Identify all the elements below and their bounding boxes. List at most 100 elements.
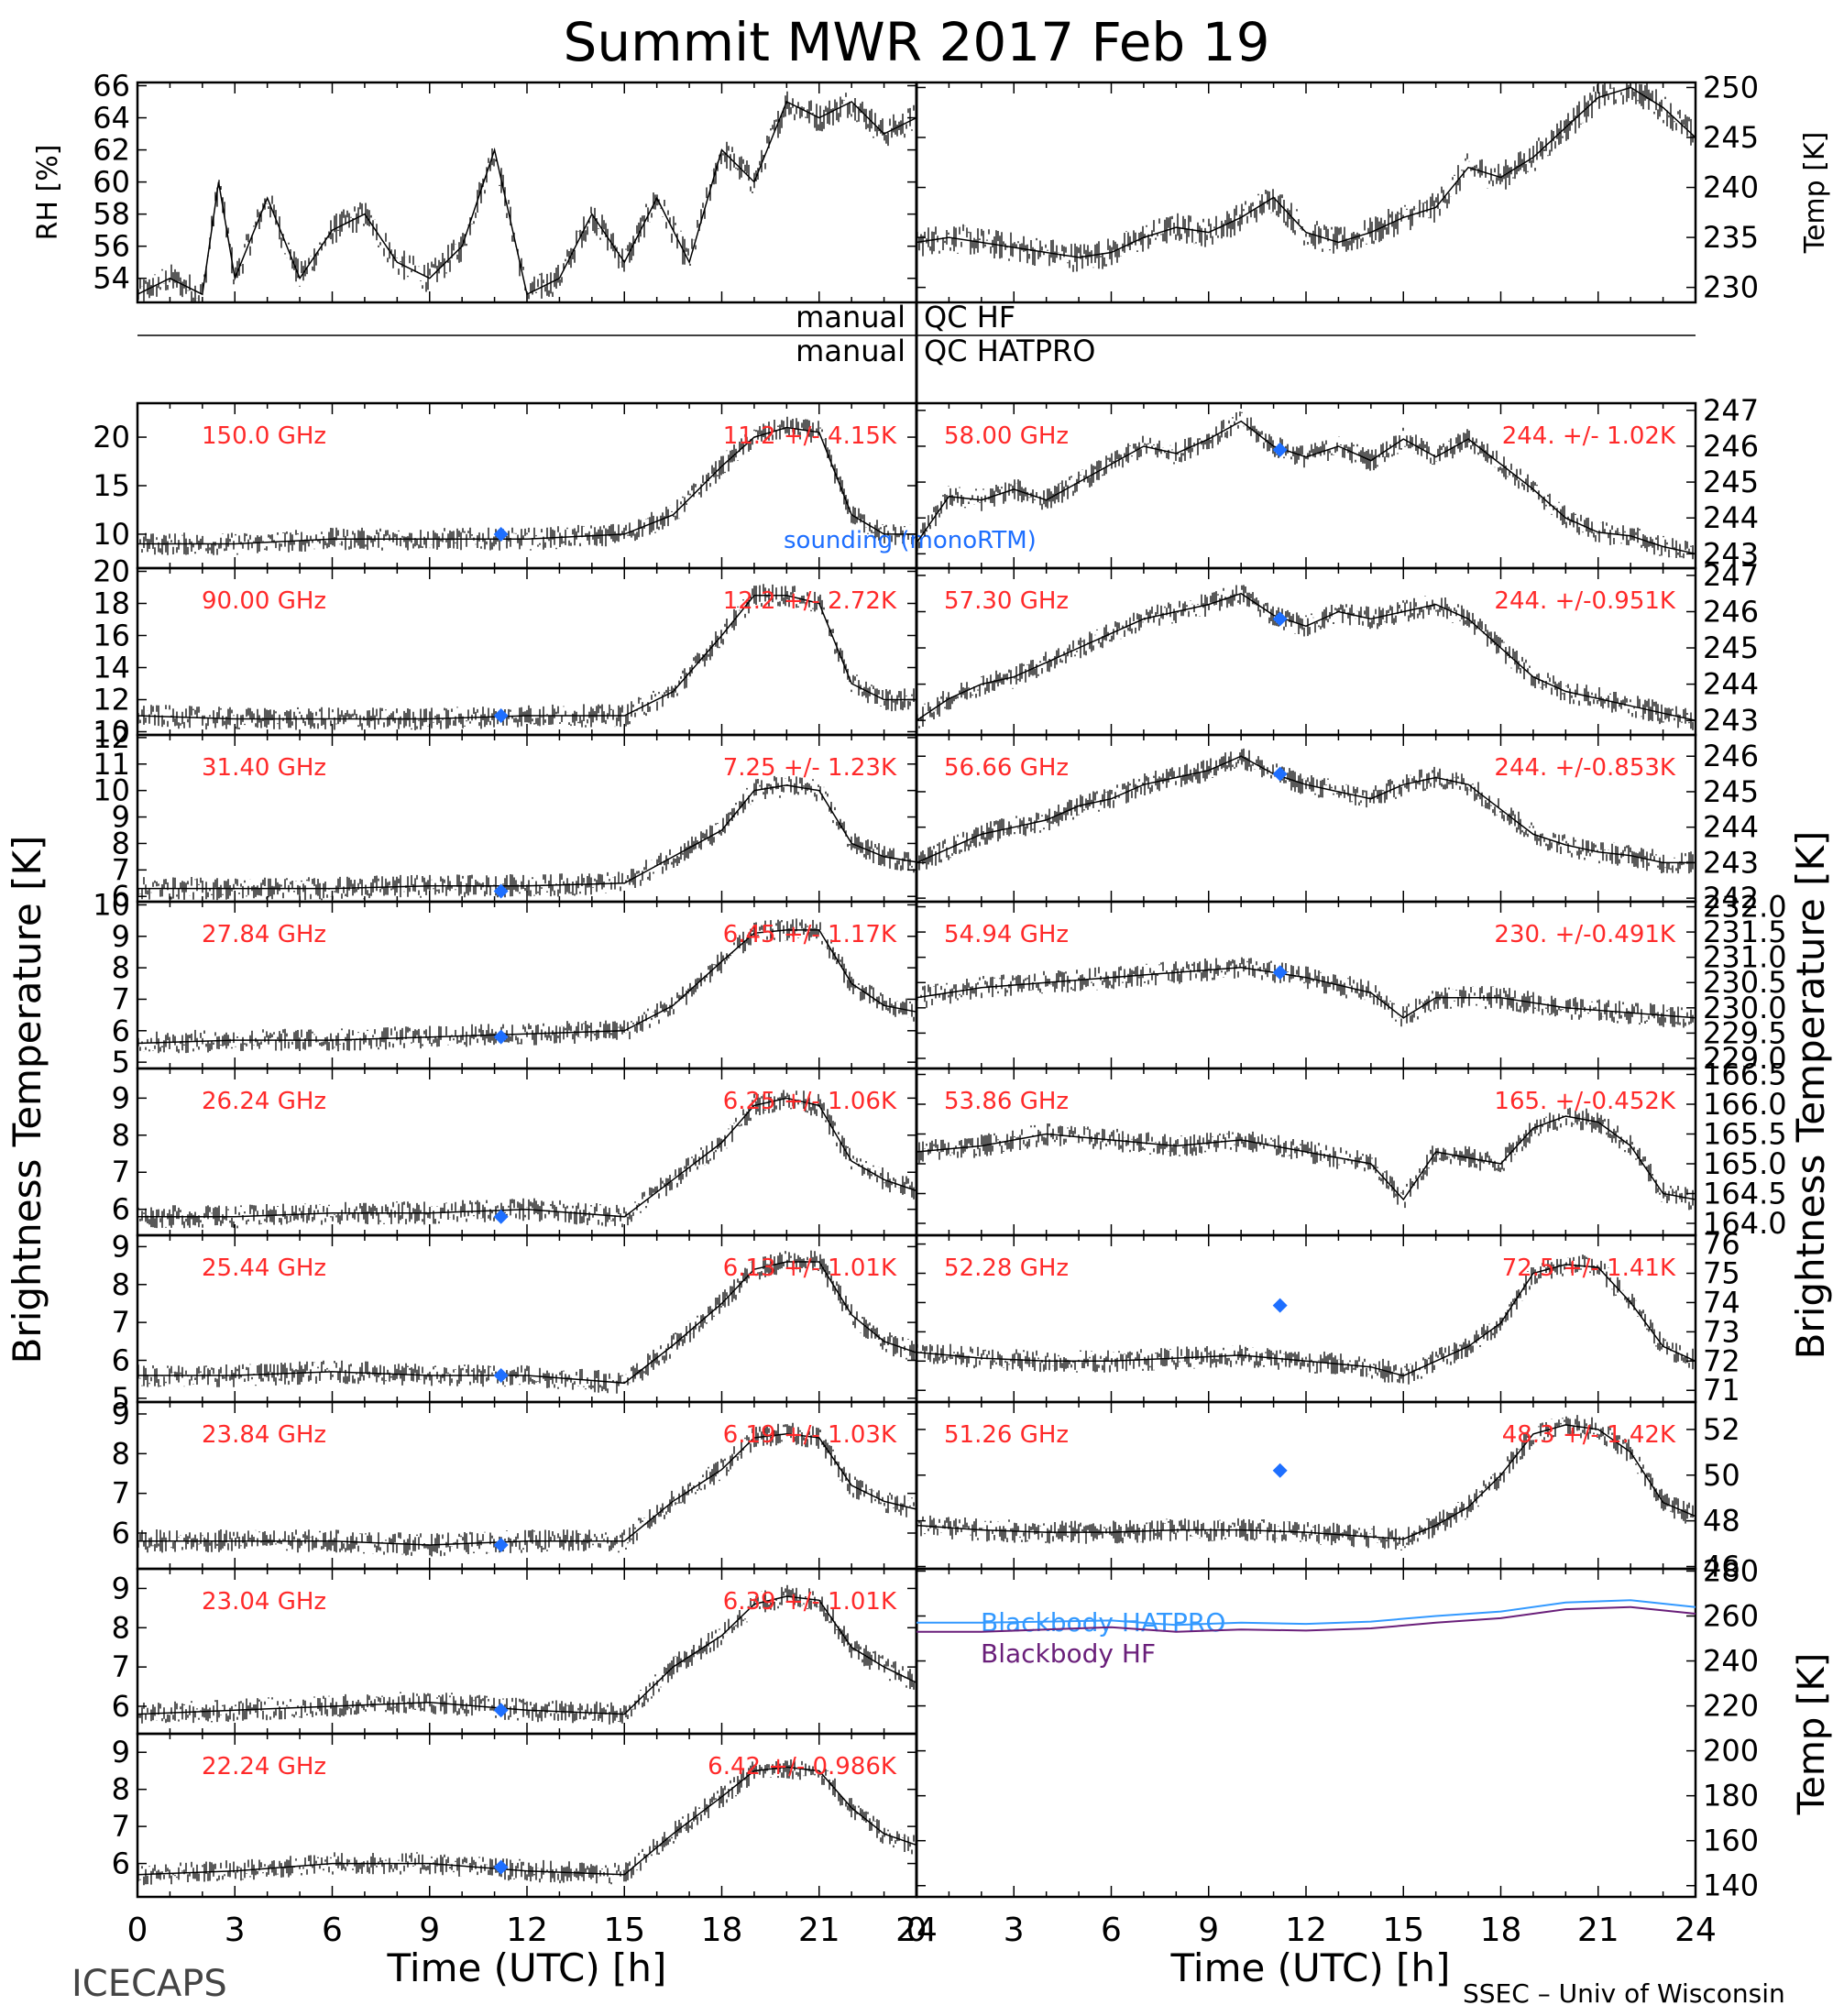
- footer-right: SSEC – Univ of Wisconsin: [1463, 1978, 1785, 2009]
- y-tick-label: 246: [1703, 429, 1759, 464]
- y-tick-label: 244: [1703, 810, 1759, 845]
- y-tick-label: 10: [93, 887, 130, 922]
- y-tick-label: 5: [112, 1045, 130, 1079]
- channel-stat: 48.3 +/- 1.42K: [1502, 1421, 1676, 1449]
- y-tick-label: 229.0: [1703, 1041, 1787, 1076]
- channel-stat: 6.19 +/- 1.03K: [723, 1421, 897, 1449]
- y-tick-label: 245: [1703, 465, 1759, 499]
- panel-ylabel: RH [%]: [32, 145, 64, 241]
- y-tick-label: 164.0: [1703, 1206, 1787, 1241]
- data-line: [916, 1424, 1696, 1540]
- x-tick-label: 3: [1004, 1912, 1025, 1949]
- x-tick-label: 15: [1382, 1912, 1424, 1949]
- y-tick-label: 8: [112, 1118, 130, 1153]
- y-tick-label: 7: [112, 1305, 130, 1340]
- y-tick-label: 20: [93, 420, 130, 455]
- x-tick-label: 6: [322, 1912, 343, 1949]
- left-ylabel: Brightness Temperature [K]: [5, 836, 49, 1364]
- sounding-marker: [493, 1209, 509, 1224]
- y-tick-label: 60: [93, 165, 130, 200]
- y-tick-label: 74: [1703, 1285, 1740, 1320]
- data-noise: [137, 1759, 915, 1886]
- y-tick-label: 16: [93, 619, 130, 653]
- y-tick-label: 15: [93, 468, 130, 503]
- y-tick-label: 8: [112, 1436, 130, 1471]
- y-tick-label: 246: [1703, 594, 1759, 629]
- y-tick-label: 245: [1703, 774, 1759, 809]
- x-tick-label: 12: [1285, 1912, 1327, 1949]
- y-tick-label: 12: [93, 683, 130, 718]
- y-tick-label: 9: [112, 1080, 130, 1115]
- y-tick-label: 166.0: [1703, 1087, 1787, 1122]
- y-tick-label: 64: [93, 101, 130, 136]
- x-tick-label: 15: [603, 1912, 645, 1949]
- sounding-marker: [493, 883, 509, 899]
- y-tick-label: 231.0: [1703, 940, 1787, 975]
- y-tick-label: 240: [1703, 1644, 1759, 1679]
- y-tick-label: 8: [112, 1267, 130, 1302]
- data-noise: [916, 1107, 1694, 1211]
- y-tick-label: 11: [93, 747, 130, 782]
- y-tick-label: 166.5: [1703, 1057, 1787, 1092]
- channel-stat: 244. +/-0.951K: [1494, 587, 1676, 615]
- data-line: [137, 100, 917, 296]
- y-tick-label: 76: [1703, 1227, 1740, 1262]
- footer-left: ICECAPS: [71, 1963, 227, 2005]
- y-tick-label: 244: [1703, 667, 1759, 702]
- sounding-marker: [1272, 1463, 1288, 1478]
- y-tick-label: 140: [1703, 1868, 1759, 1903]
- panel-23.04: 6 7 8 9 23.04 GHz 6.39 +/- 1.01K: [112, 1567, 918, 1736]
- panel-51.26: 46 48 50 52 51.26 GHz 48.3 +/- 1.42K: [915, 1400, 1740, 1584]
- channel-label: 51.26 GHz: [944, 1421, 1069, 1449]
- y-tick-label: 7: [112, 981, 130, 1016]
- qc-hf-label: QC HF: [924, 300, 1015, 334]
- data-line: [137, 1097, 917, 1218]
- data-noise: [916, 83, 1694, 272]
- data-noise: [137, 91, 915, 301]
- channel-label: 52.28 GHz: [944, 1255, 1069, 1282]
- data-line: [137, 1432, 917, 1546]
- panel-23.84: 6 7 8 9 23.84 GHz 6.19 +/- 1.03K: [112, 1397, 918, 1571]
- sounding-marker: [493, 1859, 509, 1875]
- y-tick-label: 7: [112, 852, 130, 887]
- data-line: [916, 1264, 1696, 1377]
- channel-label: 26.24 GHz: [202, 1088, 326, 1115]
- x-tick-label: 21: [798, 1912, 840, 1949]
- channel-label: 31.40 GHz: [202, 754, 326, 782]
- y-tick-label: 180: [1703, 1779, 1759, 1813]
- data-noise: [137, 775, 915, 901]
- y-tick-label: 9: [112, 1571, 130, 1605]
- channel-stat: 12.2 +/- 2.72K: [723, 587, 897, 615]
- channel-label: 54.94 GHz: [944, 921, 1069, 948]
- y-tick-label: 6: [112, 1343, 130, 1378]
- qc-hatpro-manual: manual: [796, 334, 906, 368]
- channel-stat: 7.25 +/- 1.23K: [723, 754, 897, 782]
- right-ylabel: Brightness Temperature [K]: [1788, 831, 1833, 1360]
- channel-stat: 244. +/-0.853K: [1494, 754, 1676, 782]
- sounding-marker: [493, 526, 509, 542]
- data-line: [137, 426, 916, 545]
- y-tick-label: 46: [1703, 1550, 1740, 1584]
- sounding-marker: [493, 1538, 509, 1552]
- y-tick-label: 6: [112, 1516, 130, 1550]
- y-tick-label: 6: [112, 1846, 130, 1881]
- y-tick-label: 72: [1703, 1343, 1740, 1378]
- y-tick-label: 230.0: [1703, 991, 1787, 1025]
- y-tick-label: 247: [1703, 558, 1759, 593]
- y-tick-label: 7: [112, 1809, 130, 1844]
- data-noise: [137, 584, 915, 730]
- y-tick-label: 48: [1703, 1504, 1740, 1539]
- panel-ylabel: Temp [K]: [1799, 132, 1831, 255]
- channel-stat: 165. +/-0.452K: [1494, 1088, 1676, 1115]
- y-tick-label: 220: [1703, 1689, 1759, 1724]
- sounding-marker: [493, 1368, 509, 1384]
- sounding-marker: [493, 708, 509, 723]
- y-tick-label: 10: [93, 773, 130, 808]
- x-tick-label: 9: [419, 1912, 440, 1949]
- y-tick-label: 230: [1703, 270, 1759, 305]
